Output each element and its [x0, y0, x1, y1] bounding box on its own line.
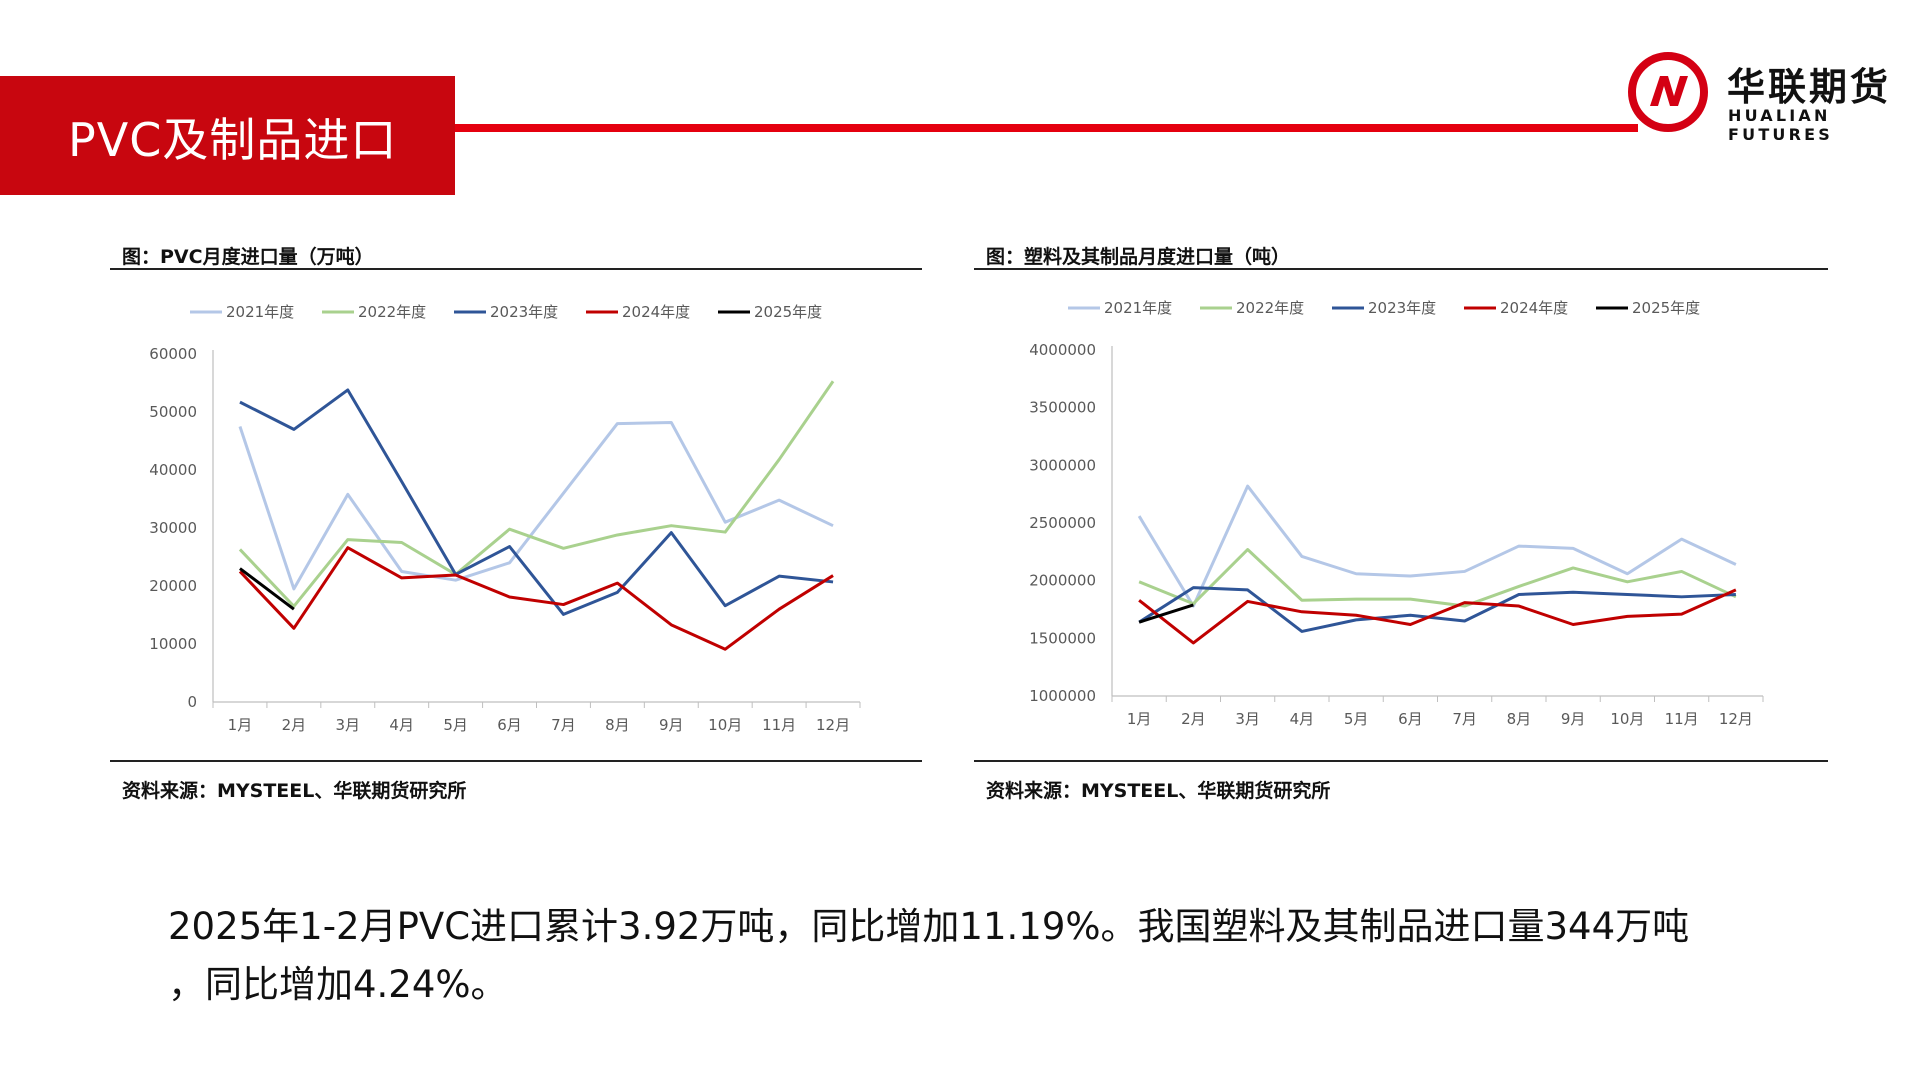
x-tick-label: 10月: [1610, 710, 1644, 728]
summary-line-2: ，同比增加4.24%。: [168, 963, 508, 1006]
legend-label-1: 2022年度: [1236, 299, 1304, 317]
x-tick-label: 7月: [1452, 710, 1477, 728]
y-tick-label: 50000: [149, 403, 197, 421]
y-tick-label: 4000000: [1029, 341, 1096, 359]
left-chart-source: 资料来源：MYSTEEL、华联期货研究所: [122, 780, 467, 802]
left-bottom-rule: [110, 760, 922, 762]
series-line-2022年度: [238, 380, 835, 608]
x-tick-label: 6月: [497, 716, 522, 734]
x-tick-label: 3月: [1235, 710, 1260, 728]
title-banner: [0, 76, 455, 195]
x-tick-label: 4月: [1290, 710, 1315, 728]
x-tick-label: 11月: [762, 716, 796, 734]
legend-label-0: 2021年度: [226, 303, 294, 321]
page-title: PVC及制品进口: [68, 113, 398, 167]
x-tick-label: 12月: [816, 716, 850, 734]
y-tick-label: 2500000: [1029, 514, 1096, 532]
series-line-2023年度: [1138, 586, 1736, 633]
series-line-2025年度: [239, 567, 295, 611]
legend-label-2: 2023年度: [1368, 299, 1436, 317]
series-line-2021年度: [1137, 484, 1737, 608]
x-tick-label: 2月: [282, 716, 307, 734]
y-tick-label: 1000000: [1029, 687, 1096, 705]
x-tick-label: 6月: [1398, 710, 1423, 728]
company-logo-icon: [1628, 52, 1708, 132]
legend-label-0: 2021年度: [1104, 299, 1172, 317]
legend-label-4: 2025年度: [754, 303, 822, 321]
summary-text: 2025年1-2月PVC进口累计3.92万吨，同比增加11.19%。我国塑料及其…: [168, 898, 1828, 1014]
right-top-rule: [974, 268, 1828, 270]
legend-label-3: 2024年度: [622, 303, 690, 321]
logo-text-cn: 华联期货: [1727, 65, 1892, 109]
y-tick-label: 2000000: [1029, 572, 1096, 590]
logo-text-en: HUALIAN FUTURES: [1728, 106, 1834, 144]
y-tick-label: 30000: [149, 519, 197, 537]
x-tick-label: 11月: [1665, 710, 1699, 728]
header-divider: [455, 124, 1638, 132]
x-tick-label: 9月: [659, 716, 684, 734]
legend-label-3: 2024年度: [1500, 299, 1568, 317]
right-chart: 2021年度 2022年度 2023年度 2024年度 2025年度 1000000 150…: [1029, 299, 1764, 728]
summary-line-1: 2025年1-2月PVC进口累计3.92万吨，同比增加11.19%。我国塑料及其…: [168, 905, 1690, 948]
right-chart-source: 资料来源：MYSTEEL、华联期货研究所: [986, 780, 1331, 802]
series-line-2025年度: [1138, 603, 1194, 624]
x-tick-label: 8月: [605, 716, 630, 734]
x-tick-label: 10月: [708, 716, 742, 734]
left-chart-title: 图：PVC月度进口量（万吨）: [122, 246, 374, 268]
left-top-rule: [110, 268, 922, 270]
legend-label-1: 2022年度: [358, 303, 426, 321]
x-tick-label: 12月: [1719, 710, 1753, 728]
y-tick-label: 10000: [149, 635, 197, 653]
y-tick-label: 0: [187, 693, 197, 711]
legend-label-4: 2025年度: [1632, 299, 1700, 317]
y-tick-label: 3000000: [1029, 456, 1096, 474]
left-chart: 2021年度 2022年度 2023年度 2024年度 2025年度 0 10000 2000…: [149, 303, 861, 734]
x-tick-label: 7月: [551, 716, 576, 734]
y-tick-label: 3500000: [1029, 399, 1096, 417]
x-tick-label: 8月: [1507, 710, 1532, 728]
x-tick-label: 1月: [228, 716, 253, 734]
right-bottom-rule: [974, 760, 1828, 762]
series-line-2024年度: [1138, 588, 1737, 645]
y-tick-label: 40000: [149, 461, 197, 479]
y-tick-label: 60000: [149, 345, 197, 363]
x-tick-label: 5月: [443, 716, 468, 734]
legend-label-2: 2023年度: [490, 303, 558, 321]
series-line-2023年度: [239, 388, 834, 616]
series-line-2022年度: [1138, 548, 1737, 608]
series-line-2024年度: [238, 546, 834, 651]
x-tick-label: 9月: [1561, 710, 1586, 728]
x-tick-label: 4月: [389, 716, 414, 734]
x-tick-label: 5月: [1344, 710, 1369, 728]
right-chart-title: 图：塑料及其制品月度进口量（吨）: [986, 246, 1291, 268]
x-tick-label: 3月: [336, 716, 361, 734]
x-tick-label: 1月: [1127, 710, 1152, 728]
y-tick-label: 20000: [149, 577, 197, 595]
y-tick-label: 1500000: [1029, 629, 1096, 647]
x-tick-label: 2月: [1181, 710, 1206, 728]
